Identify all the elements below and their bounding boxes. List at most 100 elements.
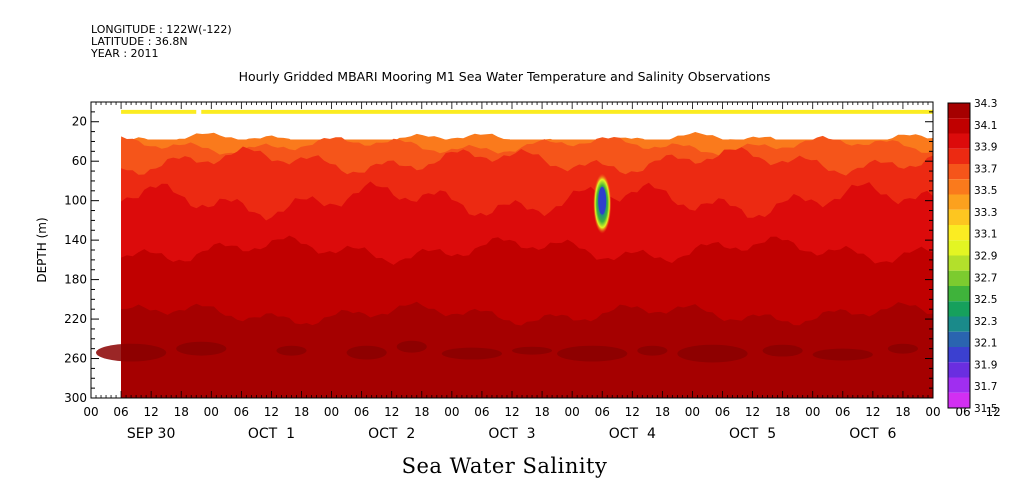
- y-tick-label: 180: [64, 273, 87, 287]
- y-tick-label: 20: [72, 115, 87, 129]
- colorbar-label: 33.3: [974, 207, 997, 219]
- x-hour-label: 00: [324, 405, 339, 419]
- colorbar-swatch: [948, 164, 970, 180]
- x-hour-label: 18: [294, 405, 309, 419]
- chart-title: Hourly Gridded MBARI Mooring M1 Sea Wate…: [238, 69, 771, 84]
- colorbar-label: 32.1: [974, 338, 997, 350]
- deep-salinity-blob: [812, 348, 873, 361]
- x-hour-label: 00: [204, 405, 219, 419]
- x-hour-label: 12: [144, 405, 159, 419]
- deep-salinity-blob: [557, 345, 628, 362]
- x-hour-label: 18: [895, 405, 910, 419]
- x-hour-label: 06: [595, 405, 610, 419]
- colorbar-label: 32.3: [974, 316, 997, 328]
- longitude-text: LONGITUDE : 122W(-122): [91, 23, 232, 36]
- x-hour-label: 00: [565, 405, 580, 419]
- y-axis-title: DEPTH (m): [35, 217, 49, 282]
- colorbar-swatch: [948, 240, 970, 256]
- colorbar-frame: [947, 102, 971, 409]
- axes: 20 60 100 140 180 220 260 300 DEPTH (m) 00 06 12 18 0…: [35, 101, 1001, 442]
- x-hour-label: 12: [384, 405, 399, 419]
- x-hour-label: 00: [83, 405, 98, 419]
- x-hour-label: 12: [745, 405, 760, 419]
- colorbar-swatch: [948, 225, 970, 241]
- x-hour-label: 12: [264, 405, 279, 419]
- y-tick-label: 60: [72, 154, 87, 168]
- x-day-label: OCT 6: [849, 426, 896, 442]
- colorbar-swatch: [948, 255, 970, 271]
- colorbar-label: 33.5: [974, 185, 997, 197]
- surface-band: [121, 109, 197, 114]
- colorbar-swatch: [948, 316, 970, 332]
- colorbar-swatch: [948, 194, 970, 210]
- x-axis-title: Sea Water Salinity: [401, 454, 608, 478]
- colorbar-label: 34.1: [974, 120, 997, 132]
- colorbar-swatch: [948, 377, 970, 393]
- x-day-label: OCT 2: [368, 426, 415, 442]
- x-hour-label: 06: [715, 405, 730, 419]
- location-metadata: LONGITUDE : 122W(-122) LATITUDE : 36.8N …: [91, 24, 232, 60]
- y-tick-label: 140: [64, 233, 87, 247]
- colorbar-label: 32.7: [974, 272, 997, 284]
- x-day-label: OCT 3: [488, 426, 535, 442]
- y-tick-label: 260: [64, 352, 87, 366]
- x-hour-label: 06: [474, 405, 489, 419]
- colorbar-swatch: [948, 362, 970, 378]
- y-tick-label: 220: [64, 312, 87, 326]
- colorbar-swatch: [948, 179, 970, 195]
- colorbar-label: 32.5: [974, 294, 997, 306]
- x-hour-label: 12: [504, 405, 519, 419]
- colorbar-label: 31.9: [974, 359, 997, 371]
- y-tick-label: 300: [64, 391, 87, 405]
- colorbar-swatch: [948, 270, 970, 286]
- x-hour-label: 12: [625, 405, 640, 419]
- colorbar-label: 33.9: [974, 142, 997, 154]
- x-day-label: SEP 30: [127, 426, 175, 442]
- x-hour-label: 18: [655, 405, 670, 419]
- x-hour-label: 06: [835, 405, 850, 419]
- deep-salinity-blob: [346, 345, 387, 360]
- deep-salinity-blob: [887, 343, 918, 354]
- x-hour-label: 18: [775, 405, 790, 419]
- deep-salinity-blob: [276, 345, 307, 356]
- x-hour-label: 18: [414, 405, 429, 419]
- colorbar-swatch: [948, 118, 970, 134]
- x-hour-label: 00: [685, 405, 700, 419]
- deep-salinity-blob: [176, 341, 227, 356]
- x-hour-label: 06: [234, 405, 249, 419]
- colorbar: 34.3 34.1 33.9 33.7 33.5 33.3 33.1 32.9 32.7 32.5…: [947, 98, 997, 415]
- x-hour-label: 06: [354, 405, 369, 419]
- colorbar-swatch: [948, 103, 970, 119]
- deep-salinity-blob: [396, 340, 427, 353]
- colorbar-swatch: [948, 301, 970, 317]
- colorbar-swatch: [948, 286, 970, 302]
- deep-salinity-blob: [762, 344, 803, 357]
- x-hour-label: 12: [986, 405, 1001, 419]
- colorbar-label: 33.7: [974, 163, 997, 175]
- x-hour-label: 18: [534, 405, 549, 419]
- colorbar-swatch: [948, 347, 970, 363]
- colorbar-swatch: [948, 331, 970, 347]
- x-hour-label: 06: [113, 405, 128, 419]
- plot-area: [96, 109, 934, 398]
- x-day-label: OCT 4: [609, 426, 656, 442]
- deep-salinity-blob: [96, 343, 167, 362]
- colorbar-label: 32.9: [974, 251, 997, 263]
- colorbar-label: 31.7: [974, 381, 997, 393]
- y-tick-label: 100: [64, 194, 87, 208]
- x-hour-label: 00: [805, 405, 820, 419]
- colorbar-label: 31.5: [974, 403, 997, 415]
- surface-band: [201, 109, 933, 114]
- colorbar-swatch: [948, 392, 970, 408]
- colorbar-swatch: [948, 148, 970, 164]
- deep-salinity-blob: [512, 346, 553, 355]
- deep-salinity-blob: [677, 344, 748, 363]
- x-hour-label: 00: [444, 405, 459, 419]
- salinity-anomaly-core: [598, 186, 607, 215]
- colorbar-swatch: [948, 133, 970, 149]
- colorbar-label: 33.1: [974, 229, 997, 241]
- x-hour-label: 18: [174, 405, 189, 419]
- colorbar-swatch: [948, 209, 970, 225]
- colorbar-label: 34.3: [974, 98, 997, 110]
